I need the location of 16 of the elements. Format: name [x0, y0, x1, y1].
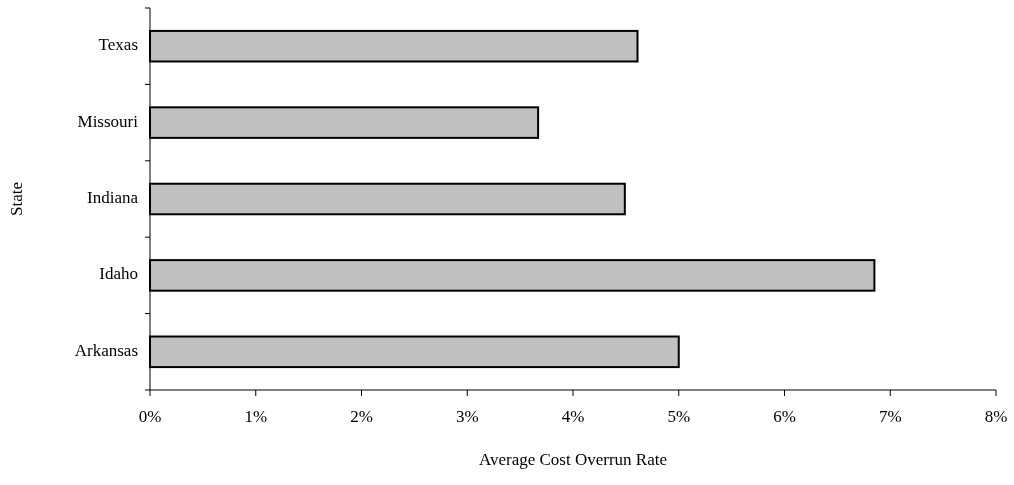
y-tick-label: Arkansas — [74, 340, 138, 360]
x-tick-label: 8% — [984, 407, 1008, 426]
y-tick-label: Missouri — [77, 111, 139, 131]
x-tick-label: 7% — [878, 407, 902, 426]
x-tick-label: 4% — [561, 407, 585, 426]
x-tick-label: 3% — [455, 407, 479, 426]
y-axis-title: State — [7, 182, 26, 216]
x-tick-label: 2% — [350, 407, 373, 426]
y-tick-label: Idaho — [99, 264, 138, 284]
x-axis-title: Average Cost Overrun Rate — [478, 450, 668, 469]
x-tick-label: 1% — [244, 407, 268, 426]
x-tick-label: 0% — [138, 407, 162, 426]
y-tick-label: Texas — [98, 35, 138, 55]
x-tick-label: 5% — [667, 407, 691, 426]
x-tick-label: 6% — [773, 407, 796, 426]
y-tick-label: Indiana — [87, 187, 139, 207]
